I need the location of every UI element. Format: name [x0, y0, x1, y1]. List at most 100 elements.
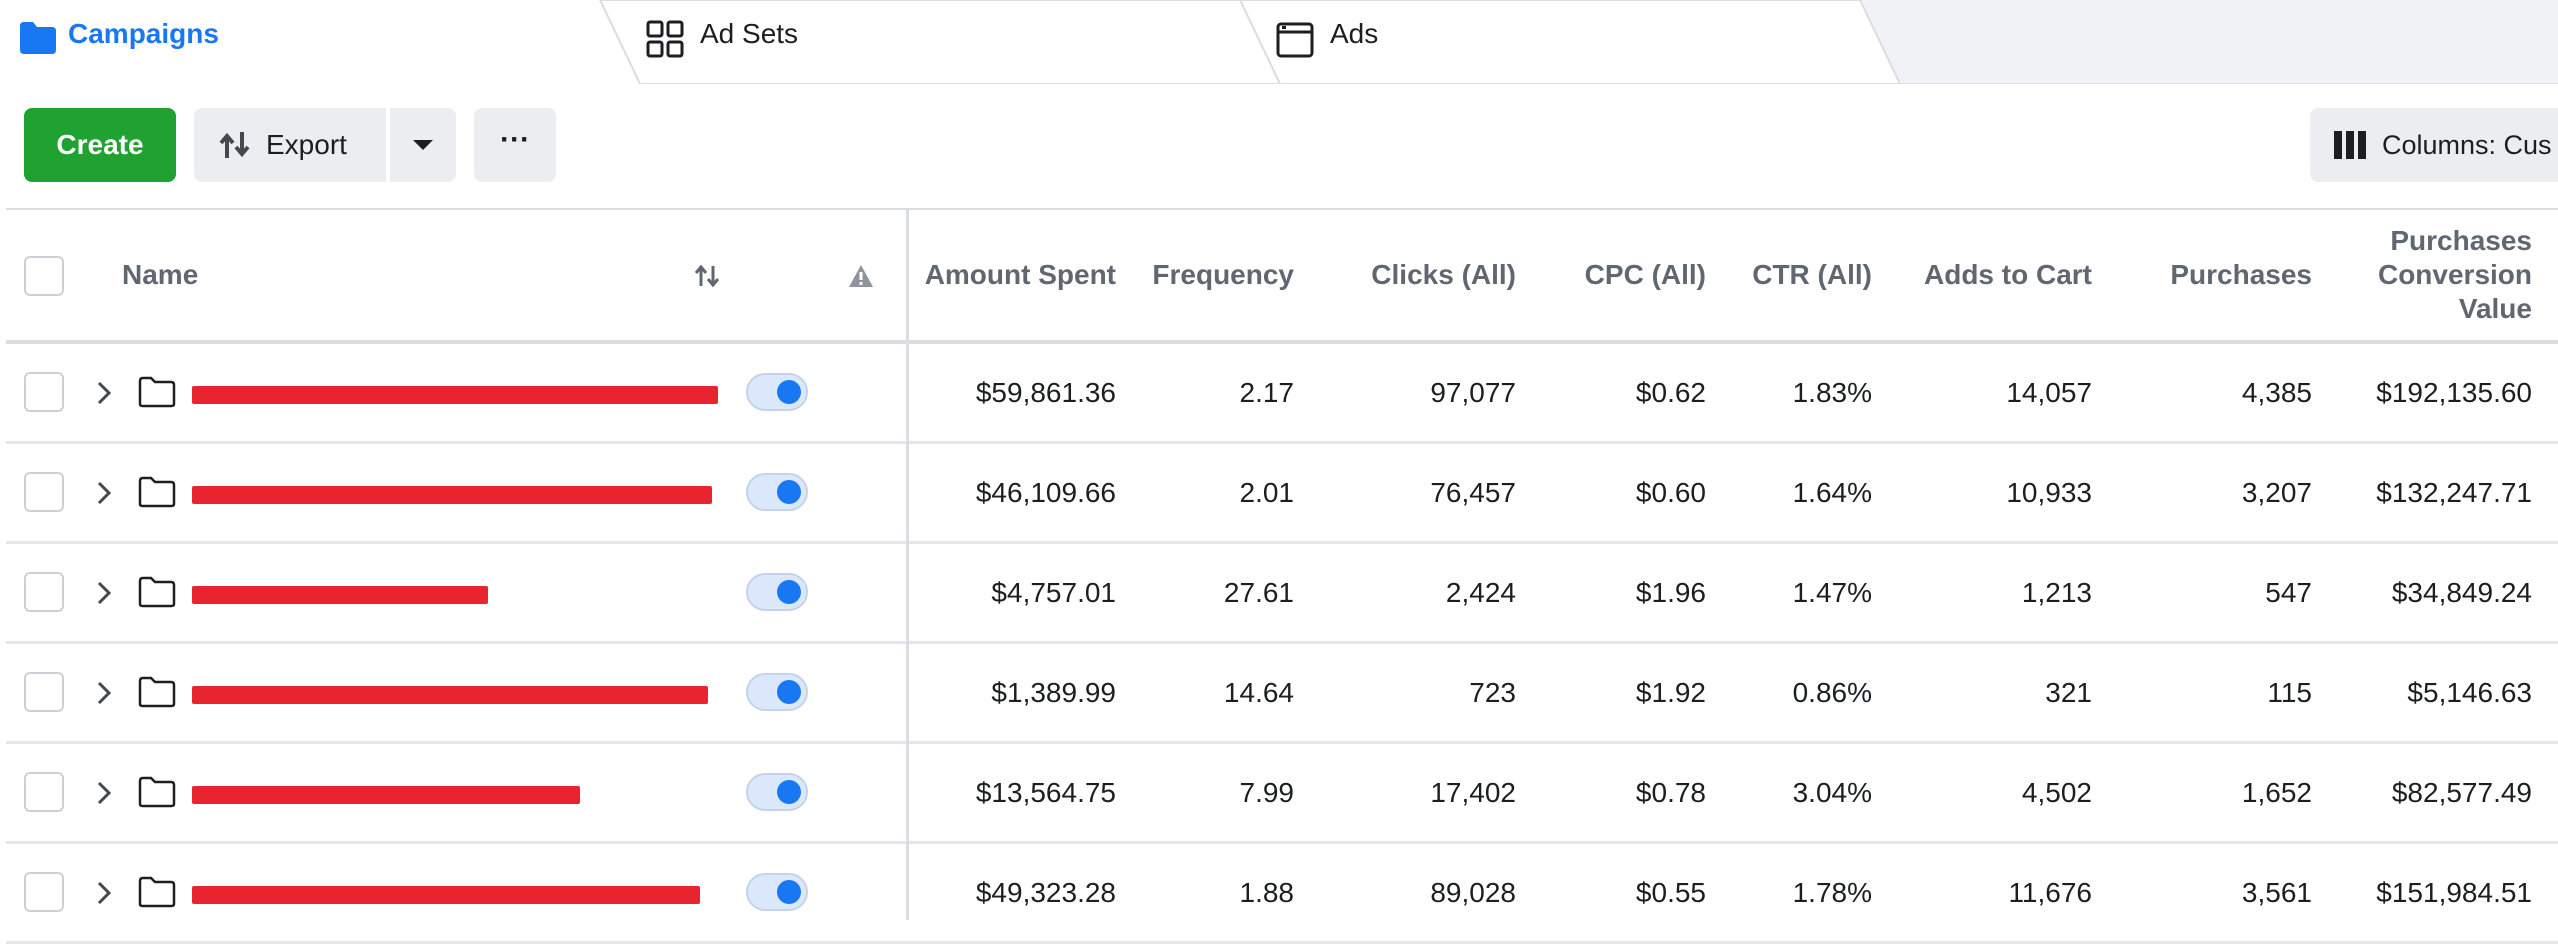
cell-ctr: 1.83% [1716, 344, 1872, 441]
cell-frequency: 2.17 [1120, 344, 1295, 441]
cell-value: 10,933 [2006, 476, 2092, 508]
cell-value: $1,389.99 [991, 676, 1116, 708]
cell-value: 17,402 [1430, 776, 1516, 808]
window-icon [1276, 20, 1314, 65]
table-row[interactable]: $4,757.01 27.61 2,424 $1.96 1.47% 1,213 547 $34… [6, 544, 2558, 644]
columns-button-label: Columns: Cus [2382, 129, 2552, 160]
export-dropdown-button[interactable] [390, 108, 456, 182]
cell-clicks: 89,028 [1306, 844, 1516, 941]
redacted-campaign-name [192, 586, 488, 604]
cell-value: 3.04% [1792, 776, 1872, 808]
tab-campaigns[interactable]: Campaigns [0, 0, 640, 84]
row-checkbox[interactable] [24, 672, 64, 712]
campaign-toggle[interactable] [746, 873, 808, 911]
more-options-button[interactable]: ··· [474, 108, 556, 182]
caret-down-icon [412, 138, 434, 152]
cell-adds-to-cart: 11,676 [1882, 844, 2092, 941]
cell-value: $192,135.60 [2376, 376, 2532, 408]
cell-cpc: $0.62 [1526, 344, 1706, 441]
ellipsis-icon: ··· [500, 123, 530, 156]
cell-clicks: 97,077 [1306, 344, 1516, 441]
row-checkbox[interactable] [24, 572, 64, 612]
select-all-checkbox[interactable] [24, 256, 64, 296]
cell-purchases: 1,652 [2102, 744, 2312, 841]
cell-value: 1,213 [2021, 576, 2092, 608]
sort-icon[interactable] [694, 264, 720, 293]
cell-value: 7.99 [1239, 776, 1295, 808]
cell-clicks: 76,457 [1306, 444, 1516, 541]
header-adds-to-cart-label: Adds to Cart [1924, 259, 2092, 290]
row-checkbox[interactable] [24, 472, 64, 512]
cell-purchases: 115 [2102, 644, 2312, 741]
cell-clicks: 17,402 [1306, 744, 1516, 841]
cell-value: 115 [2267, 676, 2312, 708]
cell-clicks: 2,424 [1306, 544, 1516, 641]
cell-value: 89,028 [1430, 876, 1516, 908]
cell-amount-spent: $46,109.66 [910, 444, 1116, 541]
row-checkbox[interactable] [24, 872, 64, 912]
redacted-campaign-name [192, 386, 718, 404]
cell-frequency: 2.01 [1120, 444, 1295, 541]
header-amount-spent[interactable]: Amount Spent [910, 210, 1116, 340]
chevron-right-icon[interactable] [96, 880, 112, 911]
cell-amount-spent: $13,564.75 [910, 744, 1116, 841]
table-row[interactable]: $1,389.99 14.64 723 $1.92 0.86% 321 115 $5,146.… [6, 644, 2558, 744]
create-button[interactable]: Create [24, 108, 176, 182]
table-row[interactable]: $13,564.75 7.99 17,402 $0.78 3.04% 4,502 1,652… [6, 744, 2558, 844]
header-frequency[interactable]: Frequency [1120, 210, 1294, 340]
cell-value: $0.78 [1635, 776, 1706, 808]
chevron-right-icon[interactable] [96, 380, 112, 411]
cell-adds-to-cart: 321 [1882, 644, 2092, 741]
cell-value: 11,676 [2008, 876, 2092, 908]
cell-cpc: $1.96 [1526, 544, 1706, 641]
header-name[interactable]: Name [122, 210, 322, 340]
column-divider [906, 208, 909, 920]
campaign-toggle[interactable] [746, 773, 808, 811]
cell-value: 1.64% [1792, 476, 1872, 508]
cell-value: $82,577.49 [2391, 776, 2532, 808]
cell-value: 1.88 [1239, 876, 1295, 908]
toggle-knob [777, 380, 801, 404]
row-checkbox[interactable] [24, 372, 64, 412]
cell-value: $151,984.51 [2376, 876, 2532, 908]
cell-value: $34,849.24 [2391, 576, 2532, 608]
cell-conv-value: $151,984.51 [2336, 844, 2532, 941]
tab-ad-sets-label: Ad Sets [700, 18, 799, 49]
header-purchases[interactable]: Purchases [2102, 210, 2312, 340]
tab-ads[interactable]: Ads [1240, 0, 1900, 84]
export-button[interactable]: Export [194, 108, 386, 182]
row-checkbox[interactable] [24, 772, 64, 812]
campaign-toggle[interactable] [746, 573, 808, 611]
table-row[interactable]: $46,109.66 2.01 76,457 $0.60 1.64% 10,933 3,20… [6, 444, 2558, 544]
cell-cpc: $1.92 [1526, 644, 1706, 741]
header-clicks[interactable]: Clicks (All) [1306, 210, 1516, 340]
campaign-toggle[interactable] [746, 673, 808, 711]
campaign-toggle[interactable] [746, 373, 808, 411]
cell-frequency: 1.88 [1120, 844, 1295, 941]
chevron-right-icon[interactable] [96, 480, 112, 511]
table-row[interactable]: $49,323.28 1.88 89,028 $0.55 1.78% 11,676 3,56… [6, 844, 2558, 944]
cell-adds-to-cart: 10,933 [1882, 444, 2092, 541]
header-adds-to-cart[interactable]: Adds to Cart [1882, 210, 2092, 340]
cell-value: 0.86% [1792, 676, 1872, 708]
cell-value: 14,057 [2006, 376, 2092, 408]
cell-value: 76,457 [1430, 476, 1516, 508]
header-name-label: Name [122, 259, 199, 290]
grid-icon [646, 20, 686, 65]
chevron-right-icon[interactable] [96, 680, 112, 711]
export-button-label: Export [266, 129, 347, 160]
campaign-toggle[interactable] [746, 473, 808, 511]
header-ctr[interactable]: CTR (All) [1716, 210, 1872, 340]
table-row[interactable]: $59,861.36 2.17 97,077 $0.62 1.83% 14,057 4,38… [6, 344, 2558, 444]
cell-value: 1.47% [1792, 576, 1872, 608]
chevron-right-icon[interactable] [96, 780, 112, 811]
columns-icon [2334, 131, 2366, 159]
chevron-right-icon[interactable] [96, 580, 112, 611]
tab-ad-sets[interactable]: Ad Sets [600, 0, 1280, 84]
columns-button[interactable]: Columns: Cus [2310, 108, 2558, 182]
cell-amount-spent: $59,861.36 [910, 344, 1116, 441]
cell-value: 14.64 [1223, 676, 1294, 708]
tab-campaigns-label: Campaigns [68, 18, 219, 49]
header-conversion-value[interactable]: Purchases Conversion Value [2352, 210, 2532, 340]
header-cpc[interactable]: CPC (All) [1526, 210, 1706, 340]
